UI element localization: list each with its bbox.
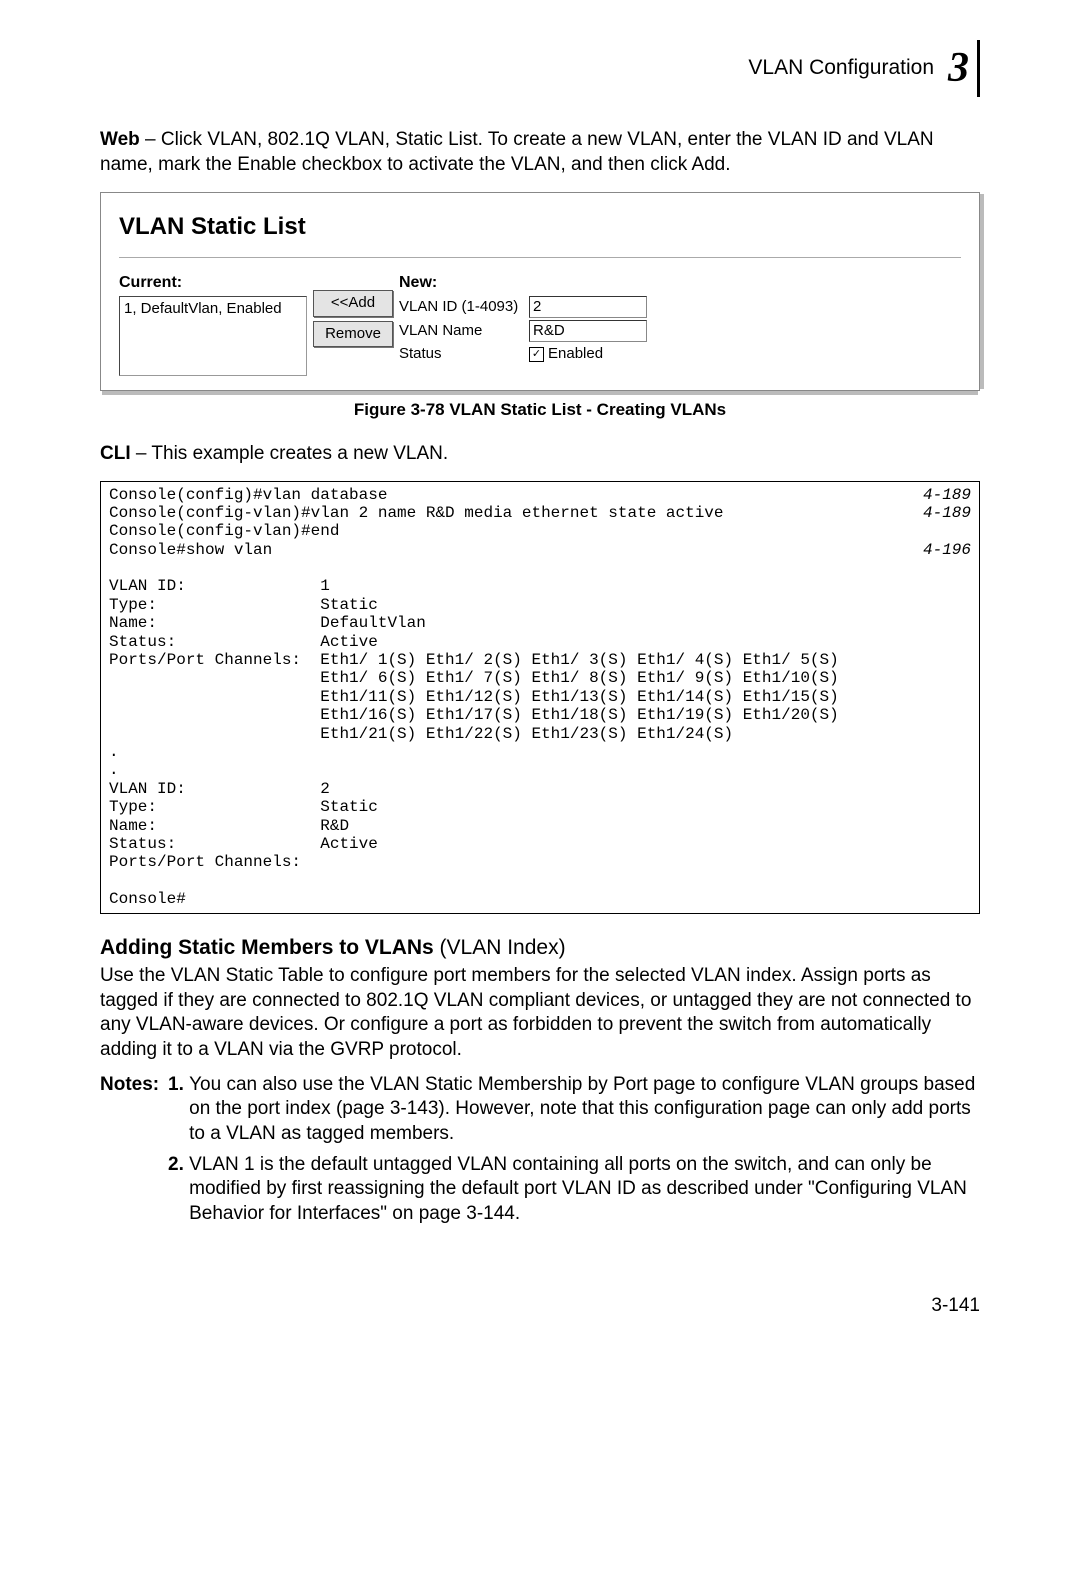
new-label: New: <box>399 272 647 294</box>
cli-label: CLI <box>100 443 131 464</box>
section-body: Use the VLAN Static Table to configure p… <box>100 964 980 1063</box>
notes-label: Notes: <box>100 1073 159 1233</box>
cli-line: Console(config-vlan)#end <box>109 522 339 540</box>
notes-block: Notes: You can also use the VLAN Static … <box>100 1073 980 1233</box>
current-listbox[interactable]: 1, DefaultVlan, Enabled <box>119 296 307 376</box>
cli-line: Console(config-vlan)#vlan 2 name R&D med… <box>109 504 724 522</box>
cli-body: VLAN ID: 1 Type: Static Name: DefaultVla… <box>109 577 839 908</box>
page-number: 3-141 <box>100 1293 980 1319</box>
screenshot-title: VLAN Static List <box>119 205 961 258</box>
cli-output-box: Console(config)#vlan database 4-189 Consol… <box>100 481 980 914</box>
add-button[interactable]: <<Add <box>313 290 393 316</box>
cli-intro: CLI – This example creates a new VLAN. <box>100 441 980 467</box>
current-label: Current: <box>119 272 307 294</box>
cli-ref: 4-189 <box>923 504 971 522</box>
vlan-id-input[interactable]: 2 <box>529 296 647 318</box>
cli-text: – This example creates a new VLAN. <box>131 443 449 464</box>
cli-ref: 4-196 <box>923 541 971 559</box>
header-title: VLAN Configuration <box>748 54 934 82</box>
vlan-static-list-screenshot: VLAN Static List Current: 1, DefaultVlan… <box>100 192 980 391</box>
vlan-name-input[interactable]: R&D <box>529 320 647 342</box>
heading-normal: (VLAN Index) <box>434 936 566 959</box>
vlan-id-label: VLAN ID (1-4093) <box>399 297 529 317</box>
enabled-checkbox[interactable]: ✓ <box>529 347 544 362</box>
status-label: Status <box>399 344 529 364</box>
enabled-text: Enabled <box>548 344 603 364</box>
cli-ref: 4-189 <box>923 486 971 504</box>
cli-line: Console#show vlan <box>109 541 272 559</box>
web-intro: Web – Click VLAN, 802.1Q VLAN, Static Li… <box>100 127 980 178</box>
current-list-item[interactable]: 1, DefaultVlan, Enabled <box>124 299 302 319</box>
page-header: VLAN Configuration 3 <box>100 40 980 97</box>
note-item-1: You can also use the VLAN Static Members… <box>189 1073 980 1147</box>
cli-line: Console(config)#vlan database <box>109 486 387 504</box>
heading-bold: Adding Static Members to VLANs <box>100 936 434 959</box>
remove-button[interactable]: Remove <box>313 321 393 347</box>
vlan-name-label: VLAN Name <box>399 321 529 341</box>
section-heading: Adding Static Members to VLANs (VLAN Ind… <box>100 934 980 962</box>
web-text: – Click VLAN, 802.1Q VLAN, Static List. … <box>100 129 934 176</box>
web-label: Web <box>100 129 140 150</box>
note-item-2: VLAN 1 is the default untagged VLAN cont… <box>189 1153 980 1227</box>
figure-caption: Figure 3-78 VLAN Static List - Creating … <box>100 399 980 422</box>
chapter-number: 3 <box>946 40 980 97</box>
